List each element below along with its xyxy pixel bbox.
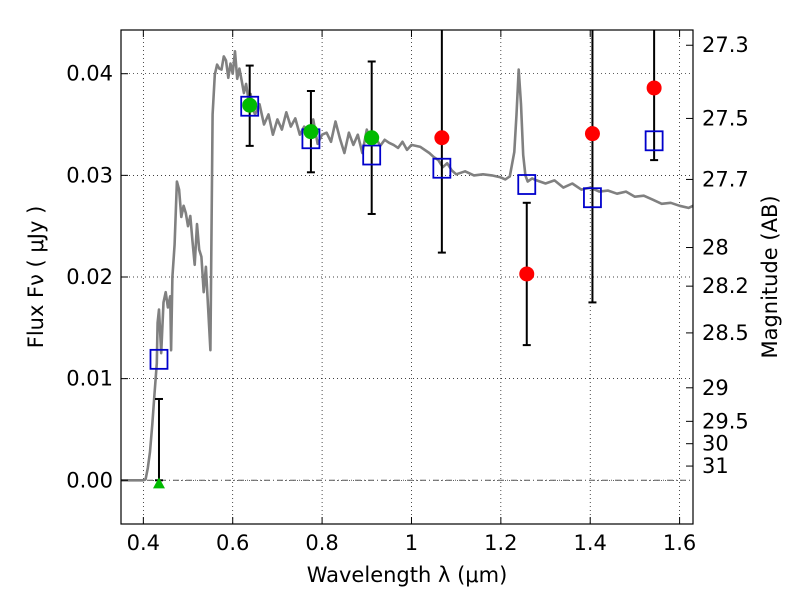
red-data-point xyxy=(646,80,662,96)
green-data-point xyxy=(364,130,380,146)
y2-tick-label: 29.5 xyxy=(702,409,749,433)
x-tick-label: 1.6 xyxy=(663,531,696,555)
x-tick-label: 0.8 xyxy=(305,531,338,555)
model-photometry-box xyxy=(240,95,260,117)
y2-tick-label: 27.3 xyxy=(702,33,749,57)
model-photometry-box xyxy=(644,130,664,152)
model-photometry-box xyxy=(583,187,602,209)
y-tick-label: 0.02 xyxy=(66,265,113,289)
right-axis-label: Magnitude (AB) xyxy=(758,195,782,358)
y2-tick-label: 27.5 xyxy=(702,106,749,130)
y2-tick-label: 28 xyxy=(702,236,729,260)
y-axis-label: Flux Fν ( μJy ) xyxy=(24,206,48,349)
red-data-point xyxy=(519,266,535,282)
x-tick-label: 1.2 xyxy=(484,531,517,555)
grid xyxy=(121,30,693,524)
y2-tick-label: 27.7 xyxy=(702,167,749,191)
y-tick-label: 0.04 xyxy=(66,62,113,86)
x-tick-label: 0.4 xyxy=(127,531,160,555)
model-photometry-boxes xyxy=(149,95,664,370)
y2-tick-label: 29 xyxy=(702,376,729,400)
y-tick-label: 0.00 xyxy=(66,468,113,492)
model-photometry-box xyxy=(432,157,452,179)
x-tick-label: 0.6 xyxy=(216,531,249,555)
x-tick-label: 1.4 xyxy=(574,531,607,555)
red-data-point xyxy=(584,126,600,142)
x-axis-label: Wavelength λ (μm) xyxy=(307,563,508,587)
y2-tick-label: 28.2 xyxy=(702,274,749,298)
green-triangle-marker xyxy=(152,477,165,489)
x-tick-label: 1 xyxy=(405,531,418,555)
y2-tick-label: 31 xyxy=(702,454,729,478)
model-photometry-box xyxy=(149,348,169,370)
green-data-point xyxy=(242,97,258,113)
y-tick-label: 0.03 xyxy=(66,163,113,187)
observed-points xyxy=(152,80,662,489)
red-data-point xyxy=(434,130,450,146)
model-photometry-box xyxy=(517,174,537,195)
y2-tick-label: 30 xyxy=(702,432,729,456)
y-tick-label: 0.01 xyxy=(66,367,113,391)
y2-tick-label: 28.5 xyxy=(702,321,749,345)
model-photometry-box xyxy=(362,144,382,166)
green-data-point xyxy=(303,124,319,140)
axis-ticks: 0.4 0.6 0.8 1 1.2 1.4 1.6 0.00 0.01 0.02 0.03 0.04 2… xyxy=(66,30,749,555)
